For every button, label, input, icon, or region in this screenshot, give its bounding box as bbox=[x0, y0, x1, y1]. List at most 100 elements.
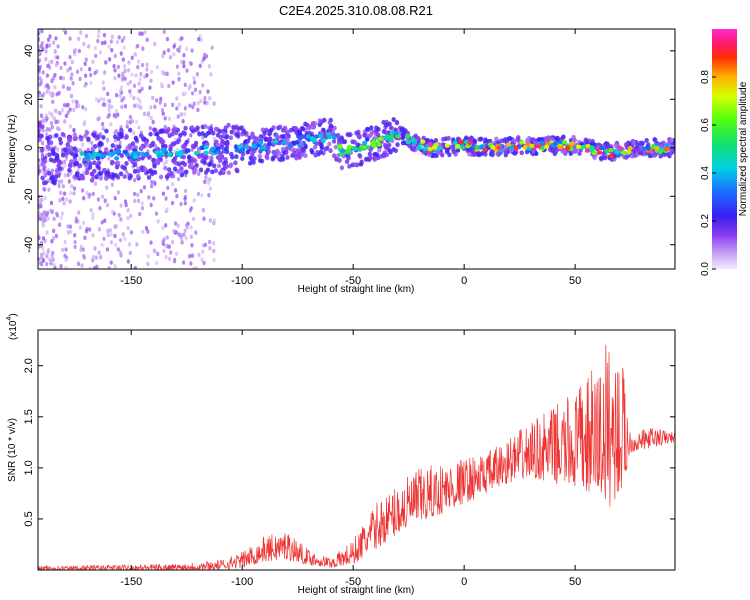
spectrogram-noise-cell bbox=[58, 111, 62, 116]
spectrogram-ridge-cell bbox=[452, 140, 458, 146]
spectrogram-noise-cell bbox=[91, 233, 95, 238]
spectrogram-band-cell bbox=[339, 165, 345, 171]
spectrogram-band-cell bbox=[331, 138, 337, 144]
spectrogram-noise-cell bbox=[176, 176, 181, 182]
spectrogram-noise-cell bbox=[121, 71, 125, 77]
spectrogram-noise-cell bbox=[165, 36, 170, 42]
spectrogram-band-cell bbox=[184, 139, 189, 145]
spectrogram-band-cell bbox=[208, 161, 213, 167]
spectrogram-noise-cell bbox=[62, 201, 66, 206]
spectrogram-noise-cell bbox=[193, 87, 198, 92]
snr-panel: -150 -100 -50 0 50 0.5 1.0 1.5 2.0 Height of st… bbox=[6, 313, 676, 596]
spectrogram-ridge-cell bbox=[305, 134, 311, 139]
spectrogram-noise-cell bbox=[153, 41, 157, 47]
spectrogram-noise-cell bbox=[195, 72, 200, 77]
spectrogram-cells bbox=[38, 29, 675, 269]
colorbar-ticks: 0.0 0.2 0.4 0.6 0.8 bbox=[700, 70, 716, 276]
spectrogram-noise-cell bbox=[90, 140, 94, 146]
spectrogram-noise-cell bbox=[177, 48, 181, 54]
spectrogram-noise-cell bbox=[134, 119, 139, 125]
spectrogram-band-cell bbox=[211, 163, 217, 169]
colorbar-tick-label: 0.2 bbox=[700, 214, 711, 228]
spectrogram-band-cell bbox=[49, 175, 54, 181]
spectrogram-noise-cell bbox=[169, 250, 173, 255]
spectrogram-band-cell bbox=[223, 156, 228, 162]
spectrogram-noise-cell bbox=[72, 191, 76, 196]
spectrogram-noise-cell bbox=[143, 30, 147, 35]
spectrogram-noise-cell bbox=[164, 243, 168, 249]
snr-x-axis-label: Height of straight line (km) bbox=[298, 585, 415, 596]
spectrogram-band-cell bbox=[327, 120, 332, 126]
spectrogram-noise-cell bbox=[97, 250, 101, 255]
spectrogram-noise-cell bbox=[81, 247, 85, 252]
spectrogram-band-cell bbox=[658, 153, 663, 159]
spectrogram-band-cell bbox=[203, 124, 208, 129]
spectrogram-band-cell bbox=[95, 135, 101, 140]
spectrogram-noise-cell bbox=[128, 250, 132, 256]
spectrogram-band-cell bbox=[280, 153, 285, 159]
spectrogram-noise-cell bbox=[46, 37, 51, 42]
spectrogram-ridge-cell bbox=[536, 144, 542, 149]
spectrogram-noise-cell bbox=[117, 212, 121, 218]
spectrogram-band-cell bbox=[357, 153, 362, 158]
spectrogram-noise-cell bbox=[191, 216, 196, 222]
spectrogram-noise-cell bbox=[78, 155, 82, 161]
spectrogram-band-cell bbox=[72, 132, 78, 138]
spectrogram-noise-cell bbox=[132, 103, 137, 109]
spectrogram-band-cell bbox=[155, 160, 160, 166]
spectrogram-ridge-cell bbox=[309, 136, 315, 141]
spectrogram-noise-cell bbox=[56, 44, 60, 49]
spectrogram-noise-cell bbox=[82, 196, 86, 201]
spectrogram-band-cell bbox=[296, 129, 302, 135]
spectrogram-noise-cell bbox=[57, 179, 61, 185]
spectrogram-ridge-cell bbox=[82, 157, 88, 162]
spectrogram-noise-cell bbox=[132, 95, 136, 101]
spectrogram-band-cell bbox=[251, 135, 257, 140]
spectrogram-noise-cell bbox=[80, 263, 84, 268]
spectrogram-noise-cell bbox=[130, 55, 134, 60]
spectrogram-noise-cell bbox=[100, 194, 105, 199]
spectrogram-band-cell bbox=[293, 125, 298, 131]
spectrogram-noise-cell bbox=[139, 71, 143, 77]
spectrogram-noise-cell bbox=[145, 37, 149, 42]
spectrogram-noise-cell bbox=[62, 191, 67, 196]
spectrogram-ridge-cell bbox=[405, 139, 411, 145]
spectrogram-band-cell bbox=[158, 136, 163, 142]
spectrogram-ridge-cell bbox=[95, 156, 101, 161]
spectrogram-noise-cell bbox=[82, 253, 86, 259]
spectrogram-noise-cell bbox=[41, 236, 46, 241]
spectrogram-x-axis-label: Height of straight line (km) bbox=[298, 284, 415, 295]
spectrogram-band-cell bbox=[391, 147, 396, 152]
spectrogram-band-cell bbox=[130, 141, 136, 147]
spectrogram-ridge-cell bbox=[585, 143, 591, 149]
spectrogram-noise-cell bbox=[187, 254, 192, 259]
spectrogram-noise-cell bbox=[68, 199, 72, 204]
spectrogram-noise-cell bbox=[184, 46, 189, 52]
spectrogram-noise-cell bbox=[116, 64, 120, 70]
spectrogram-band-cell bbox=[83, 162, 89, 168]
spectrogram-noise-cell bbox=[101, 102, 105, 107]
spectrogram-noise-cell bbox=[48, 127, 52, 132]
spectrogram-noise-cell bbox=[101, 126, 105, 131]
spectrogram-noise-cell bbox=[203, 179, 207, 185]
spectrogram-noise-cell bbox=[38, 82, 41, 87]
spectrogram-band-cell bbox=[38, 123, 42, 128]
spectrogram-noise-cell bbox=[38, 58, 42, 63]
spectrogram-noise-cell bbox=[44, 49, 48, 54]
spectrogram-noise-cell bbox=[172, 229, 176, 234]
spectrogram-band-cell bbox=[444, 147, 449, 152]
spectrogram-noise-cell bbox=[52, 75, 56, 81]
spectrogram-noise-cell bbox=[124, 202, 128, 208]
spectrogram-noise-cell bbox=[77, 210, 81, 215]
spectrogram-noise-cell bbox=[132, 191, 137, 197]
spectrogram-noise-cell bbox=[83, 61, 87, 67]
spectrogram-noise-cell bbox=[212, 241, 216, 246]
spectrogram-ridge-cell bbox=[110, 151, 116, 156]
spectrogram-noise-cell bbox=[206, 89, 210, 94]
spectrogram-band-cell bbox=[56, 163, 61, 169]
spectrogram-x-tick-label: -100 bbox=[231, 275, 253, 287]
spectrogram-band-cell bbox=[246, 149, 251, 155]
spectrogram-ridge-cell bbox=[166, 152, 173, 157]
spectrogram-band-cell bbox=[469, 136, 474, 142]
spectrogram-noise-cell bbox=[130, 72, 134, 77]
